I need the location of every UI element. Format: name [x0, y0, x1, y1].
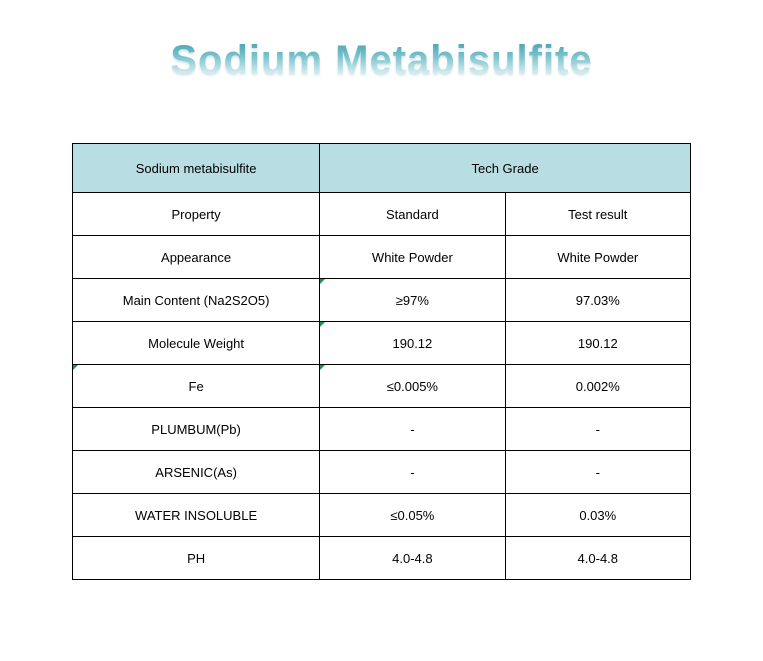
table-row: PropertyStandardTest result [73, 193, 691, 236]
table-cell: Standard [320, 193, 505, 236]
header-right: Tech Grade [320, 144, 691, 193]
table-cell: 4.0-4.8 [505, 537, 690, 580]
table-cell: Fe [73, 365, 320, 408]
table-row: WATER INSOLUBLE≤0.05%0.03% [73, 494, 691, 537]
table-cell: ≤0.005% [320, 365, 505, 408]
table-cell: ≥97% [320, 279, 505, 322]
table-cell: 190.12 [320, 322, 505, 365]
table-cell: PH [73, 537, 320, 580]
table-row: ARSENIC(As)-- [73, 451, 691, 494]
table-cell: Molecule Weight [73, 322, 320, 365]
table-row: Fe≤0.005%0.002% [73, 365, 691, 408]
table-row: AppearanceWhite PowderWhite Powder [73, 236, 691, 279]
table-cell: 0.002% [505, 365, 690, 408]
table-row: Molecule Weight190.12190.12 [73, 322, 691, 365]
table-cell: ≤0.05% [320, 494, 505, 537]
table-body: PropertyStandardTest resultAppearanceWhi… [73, 193, 691, 580]
table-cell: Appearance [73, 236, 320, 279]
table-cell: - [505, 408, 690, 451]
table-cell: 0.03% [505, 494, 690, 537]
table-cell: White Powder [320, 236, 505, 279]
table-cell: 4.0-4.8 [320, 537, 505, 580]
table-cell: 97.03% [505, 279, 690, 322]
table-cell: White Powder [505, 236, 690, 279]
table-cell: ARSENIC(As) [73, 451, 320, 494]
page-title: Sodium Metabisulfite [0, 38, 763, 83]
page-root: { "title": "Sodium Metabisulfite", "tabl… [0, 38, 763, 661]
table-row: Main Content (Na2S2O5)≥97%97.03% [73, 279, 691, 322]
table-row: PLUMBUM(Pb)-- [73, 408, 691, 451]
spec-table-container: Sodium metabisulfite Tech Grade Property… [72, 143, 691, 580]
header-left: Sodium metabisulfite [73, 144, 320, 193]
table-row: PH4.0-4.84.0-4.8 [73, 537, 691, 580]
table-cell: - [505, 451, 690, 494]
table-cell: - [320, 451, 505, 494]
table-cell: PLUMBUM(Pb) [73, 408, 320, 451]
table-cell: Test result [505, 193, 690, 236]
table-header-row: Sodium metabisulfite Tech Grade [73, 144, 691, 193]
table-cell: Property [73, 193, 320, 236]
table-cell: - [320, 408, 505, 451]
table-cell: WATER INSOLUBLE [73, 494, 320, 537]
table-cell: Main Content (Na2S2O5) [73, 279, 320, 322]
spec-table: Sodium metabisulfite Tech Grade Property… [72, 143, 691, 580]
table-cell: 190.12 [505, 322, 690, 365]
